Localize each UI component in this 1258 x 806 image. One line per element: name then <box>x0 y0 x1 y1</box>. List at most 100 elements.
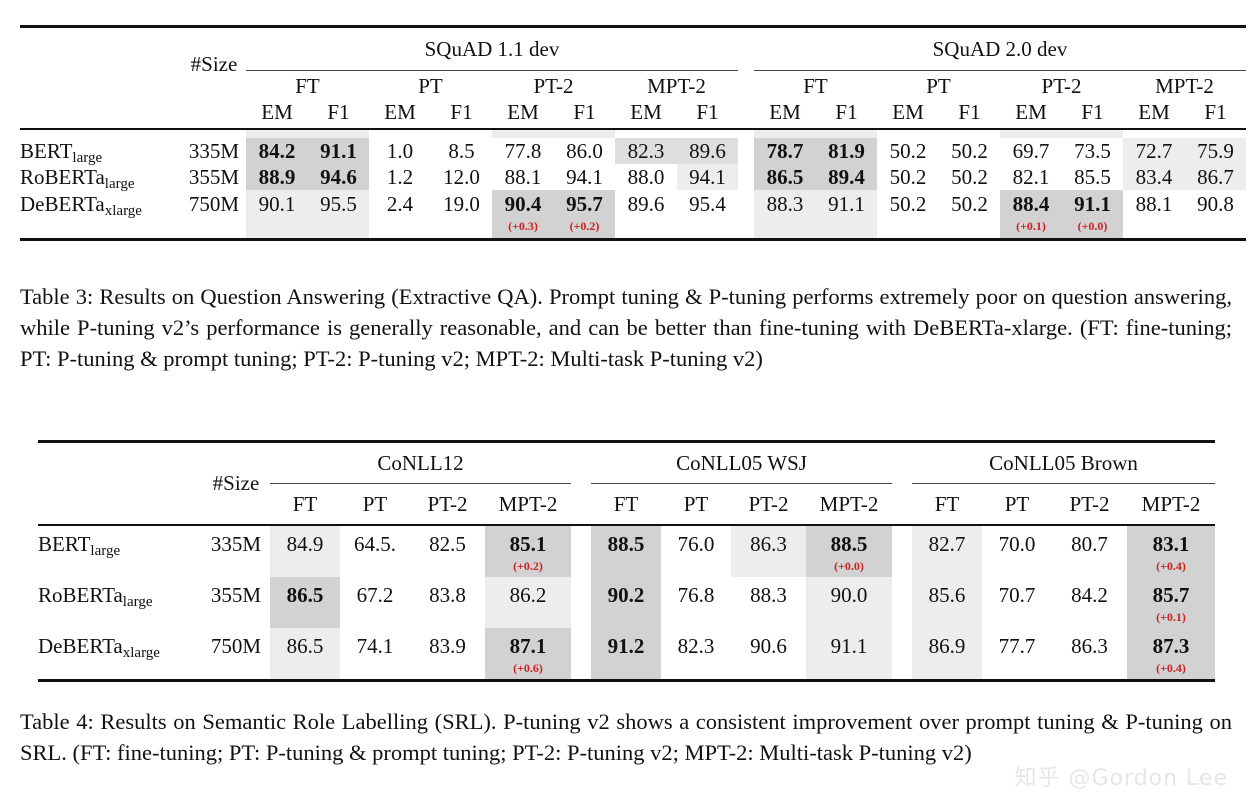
table-cell: 74.1 <box>356 634 394 658</box>
table-cell: 91.2 <box>591 628 662 681</box>
model-name: DeBERTaxlarge <box>20 192 142 219</box>
table-cell: 88.4 (+0.1) <box>1000 190 1062 240</box>
table-cell: 2.4 <box>386 192 414 216</box>
table-cell: 80.7 <box>1052 524 1128 577</box>
table-cell: 77.7 <box>998 634 1036 658</box>
metric-header: F1 <box>1081 100 1104 124</box>
table3-caption: Table 3: Results on Question Answering (… <box>20 284 1232 371</box>
model-size: 355M <box>188 164 240 189</box>
method-header: MPT-2 <box>819 491 879 516</box>
metric-header: EM <box>261 100 293 124</box>
table-cell: 86.5 <box>270 628 340 681</box>
table-cell: 87.3 (+0.4) <box>1127 628 1216 681</box>
table-cell: 72.7 <box>1123 138 1185 164</box>
table-cell: 88.1 <box>504 164 542 189</box>
delta-label: (+0.4) <box>1156 661 1186 675</box>
method-header: PT-2 <box>533 74 574 98</box>
table-cell: 94.6 <box>308 164 369 190</box>
delta-label: (+0.4) <box>1156 559 1186 573</box>
table-cell: 50.2 <box>889 192 927 216</box>
table-cell: 88.3 <box>750 583 787 607</box>
table-cell: 84.2 <box>1071 583 1108 607</box>
table-cell: 77.8 <box>504 138 542 163</box>
table-cell: 88.0 <box>627 164 665 189</box>
table-cell: 19.0 <box>443 192 480 216</box>
table-cell: 73.5 <box>1074 138 1111 163</box>
table-cell: 86.9 <box>912 628 983 681</box>
table-cell: 50.2 <box>951 138 988 163</box>
table-cell: 88.9 <box>246 164 308 190</box>
metric-header: F1 <box>696 100 719 124</box>
srl-results-table: #Size CoNLL12 CoNLL05 WSJ CoNLL05 Brown … <box>38 440 1216 682</box>
table-cell: 90.8 <box>1197 192 1234 216</box>
table-cell: 81.9 <box>816 138 877 164</box>
table-cell: 83.1 (+0.4) <box>1127 524 1216 577</box>
table-cell: 50.2 <box>951 192 988 216</box>
table-cell: 89.4 <box>816 164 877 190</box>
table-cell: 70.0 <box>982 524 1053 577</box>
model-name: BERTlarge <box>38 524 202 577</box>
table-cell: 1.2 <box>386 164 414 189</box>
model-size: 750M <box>210 634 262 658</box>
method-header: PT-2 <box>748 491 789 516</box>
table-cell: 83.4 <box>1123 164 1185 190</box>
delta-label: (+0.3) <box>508 219 538 233</box>
metric-header: F1 <box>1204 100 1227 124</box>
model-name: BERTlarge <box>20 138 103 166</box>
method-header: PT <box>926 74 951 98</box>
method-header: FT <box>613 491 639 516</box>
method-header: FT <box>292 491 318 516</box>
table-cell: 82.1 <box>1012 164 1050 189</box>
method-header: MPT-2 <box>1141 491 1201 516</box>
model-name: DeBERTaxlarge <box>38 634 160 661</box>
table-cell: 84.2 <box>246 138 308 164</box>
group-header-squad11: SQuAD 1.1 dev <box>246 26 738 71</box>
table-cell: 91.1 (+0.0) <box>1062 190 1123 240</box>
method-header: MPT-2 <box>1155 74 1214 98</box>
table-cell: 12.0 <box>443 164 480 189</box>
table-cell: 78.7 <box>754 138 816 164</box>
table4-caption: Table 4: Results on Semantic Role Labell… <box>20 709 1232 765</box>
metric-header: EM <box>384 100 416 124</box>
table-row: RoBERTalarge 355M 86.5 67.2 83.8 86.2 90… <box>38 577 1216 628</box>
table-cell: 91.1 <box>308 138 369 164</box>
metric-header: EM <box>1138 100 1170 124</box>
table-cell: 50.2 <box>889 164 927 189</box>
method-header: MPT-2 <box>647 74 706 98</box>
table-cell: 89.6 <box>627 192 665 216</box>
table-cell: 85.1 (+0.2) <box>485 524 572 577</box>
group-header-squad20: SQuAD 2.0 dev <box>754 26 1246 71</box>
method-header: PT-2 <box>427 491 468 516</box>
delta-label: (+0.0) <box>1077 219 1108 233</box>
table-cell: 86.5 <box>270 577 340 628</box>
table-cell: 82.7 <box>912 524 983 577</box>
method-header: PT <box>418 74 443 98</box>
table-cell: 83.8 <box>429 583 466 607</box>
table-row: DeBERTaxlarge 750M 90.1 95.5 2.4 19.0 90… <box>20 190 1246 240</box>
table-cell: 86.5 <box>754 164 816 190</box>
table-cell: 86.3 <box>1071 634 1108 658</box>
squad-results-table: #Size SQuAD 1.1 dev SQuAD 2.0 dev FT PT … <box>20 25 1246 241</box>
delta-label: (+0.6) <box>513 661 543 675</box>
model-size: 750M <box>188 192 240 216</box>
size-header: #Size <box>212 471 260 495</box>
delta-label: (+0.0) <box>834 559 864 573</box>
table-cell: 84.9 <box>270 524 340 577</box>
method-header: PT <box>362 491 388 516</box>
size-header: #Size <box>190 51 238 76</box>
table-cell: 90.4 (+0.3) <box>492 190 554 240</box>
delta-label: (+0.1) <box>1156 610 1186 624</box>
table-cell: 8.5 <box>448 138 475 163</box>
table-cell: 90.1 <box>246 190 308 240</box>
table-cell: 50.2 <box>889 138 927 163</box>
metric-header: F1 <box>573 100 596 124</box>
table-cell: 67.2 <box>356 583 394 607</box>
method-header: PT-2 <box>1041 74 1082 98</box>
model-size: 335M <box>188 138 240 163</box>
table-cell: 94.1 <box>677 164 738 190</box>
table-cell: 82.3 <box>677 634 715 658</box>
table-cell: 86.2 <box>485 577 572 628</box>
table-cell: 88.3 <box>754 190 816 240</box>
table-cell: 88.1 <box>1135 192 1173 216</box>
table-cell: 86.0 <box>566 138 603 163</box>
